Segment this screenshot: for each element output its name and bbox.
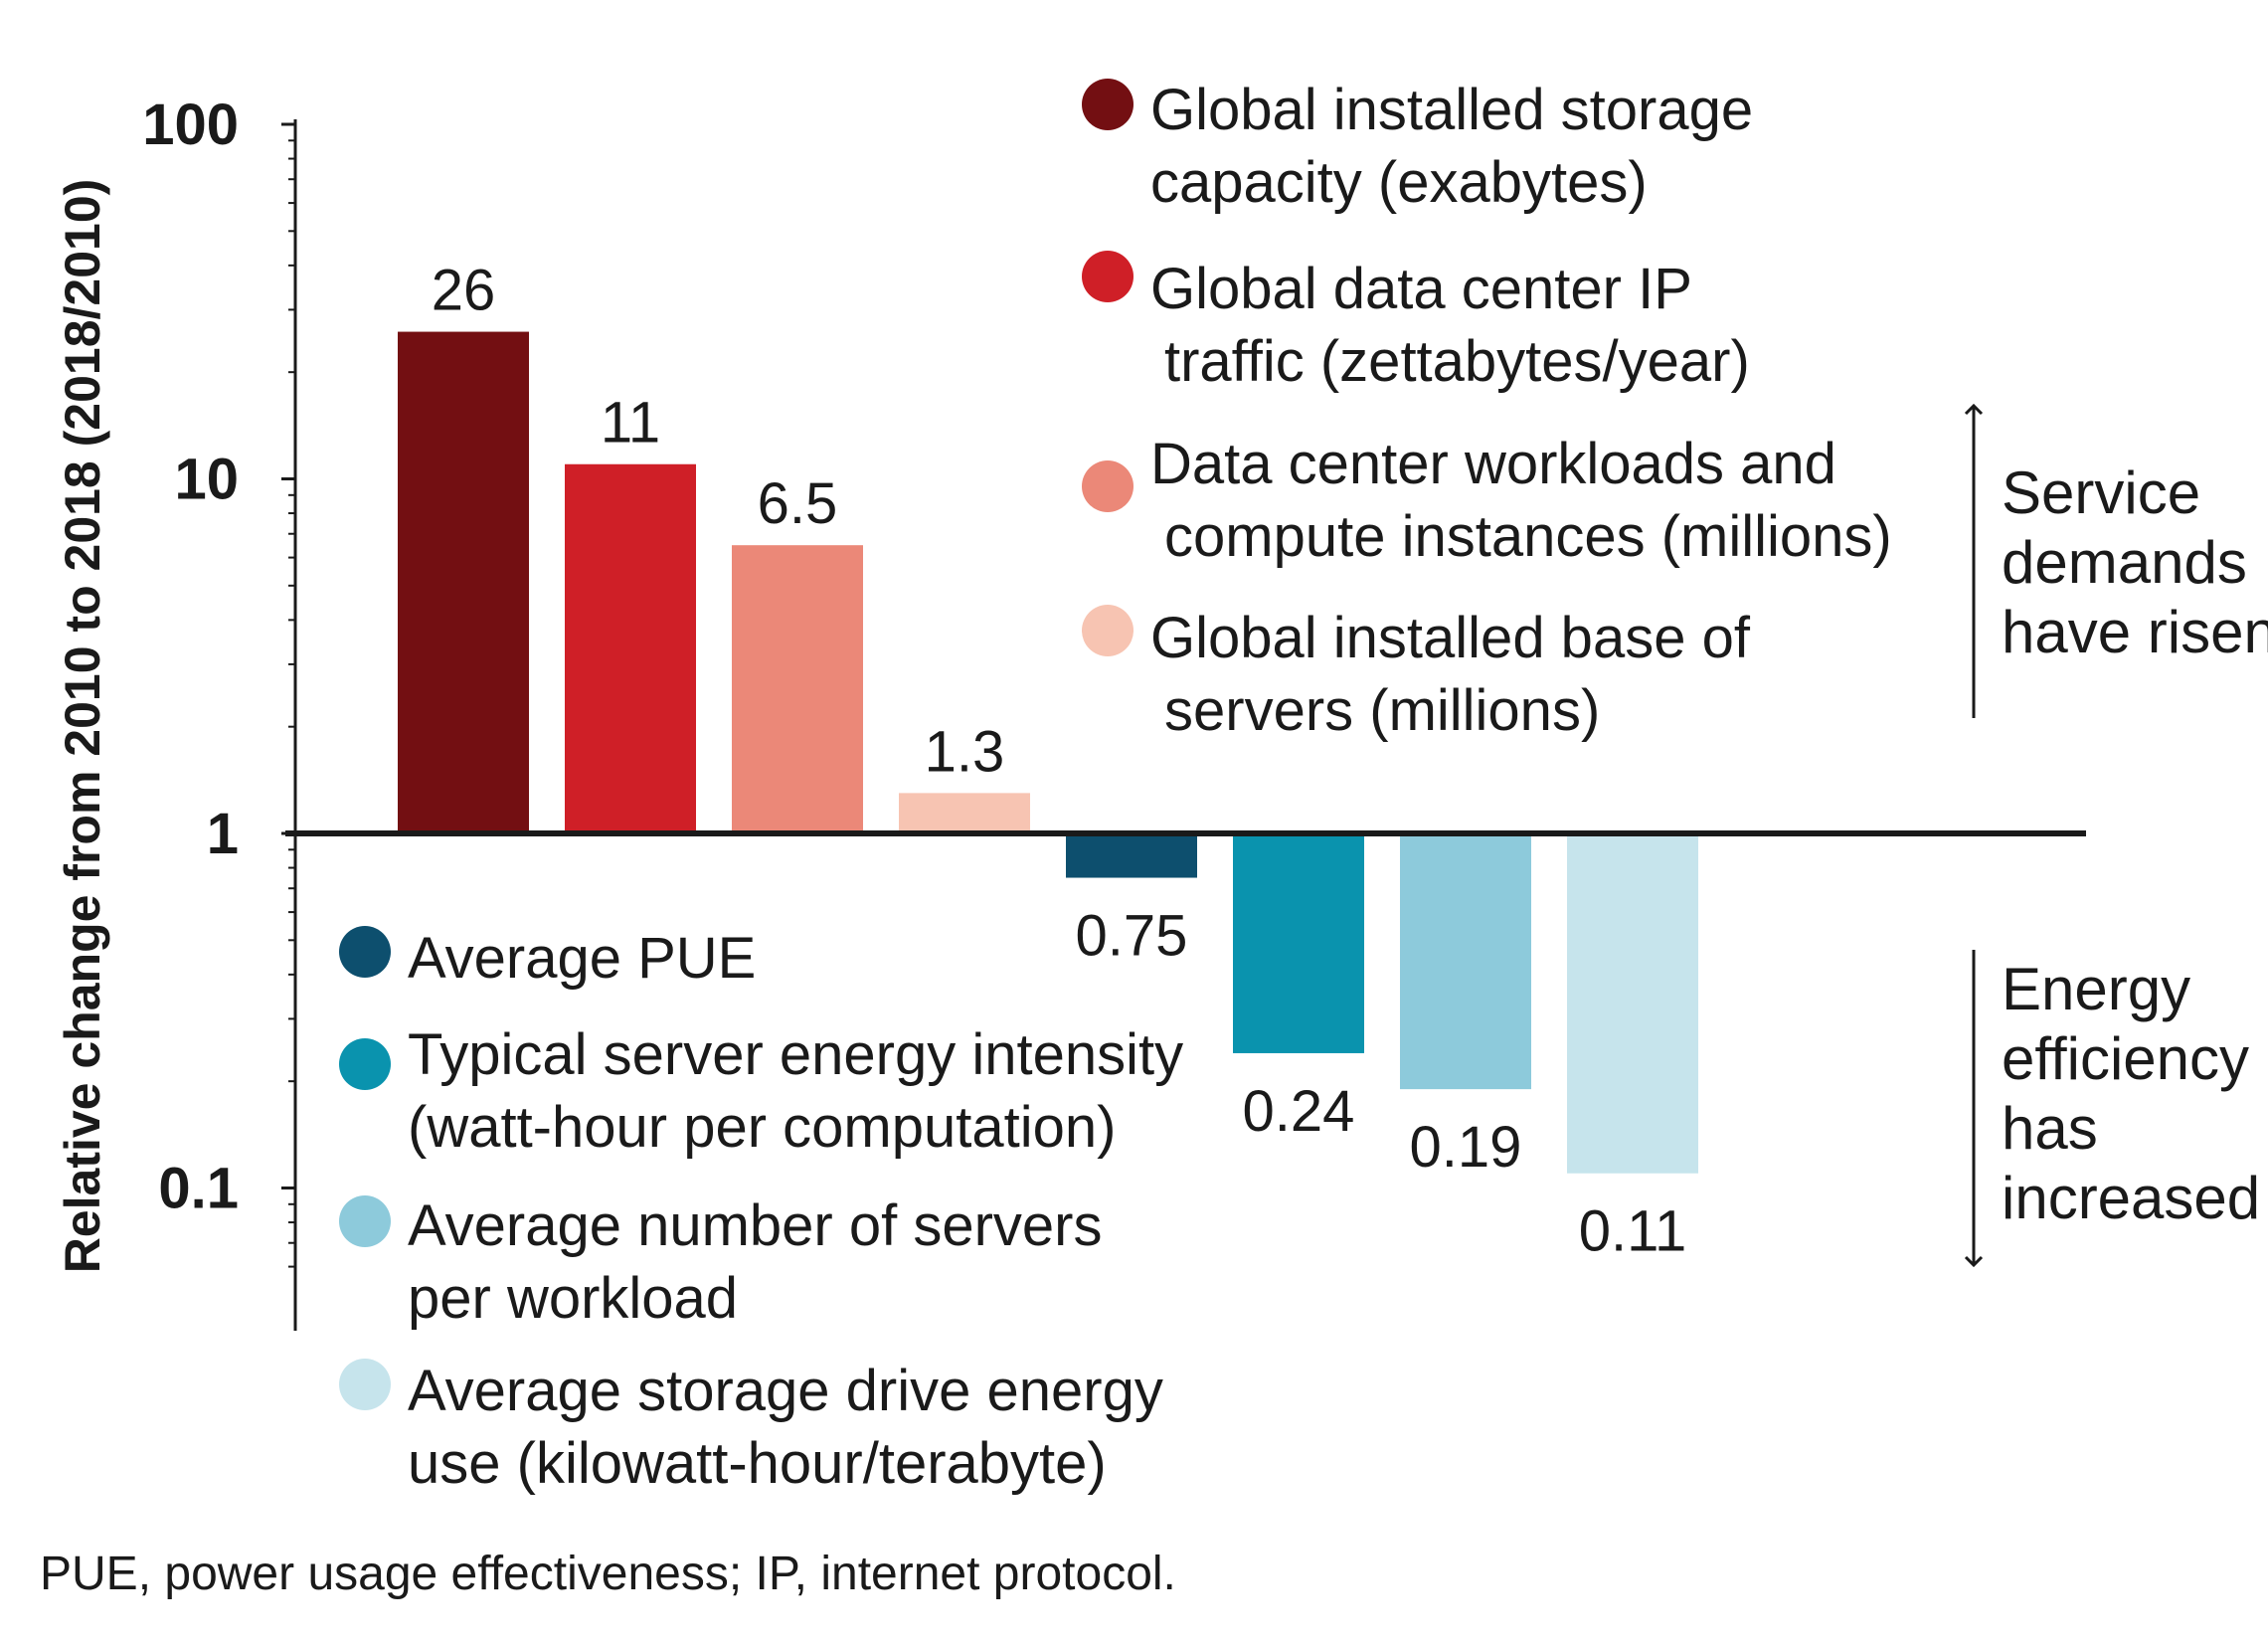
bar-server-energy-intensity xyxy=(1233,833,1364,1053)
legend-label: Global installed base of xyxy=(1150,606,1751,670)
legend-label: Average number of servers xyxy=(408,1193,1103,1258)
legend-swatch xyxy=(1082,460,1134,512)
legend-label: Typical server energy intensity xyxy=(408,1022,1183,1087)
legend-swatch xyxy=(1082,605,1134,656)
y-tick-label: 100 xyxy=(142,92,239,157)
legend-label: servers (millions) xyxy=(1164,678,1600,743)
bar-ip-traffic xyxy=(565,463,696,833)
footnote: PUE, power usage effectiveness; IP, inte… xyxy=(40,1548,1176,1600)
annotation-down-line: efficiency xyxy=(2002,1025,2249,1092)
legend-item-workloads: Data center workloads and compute instanc… xyxy=(1082,432,1892,569)
legend-swatch xyxy=(1082,251,1134,302)
annotation-down-line: Energy xyxy=(2002,956,2190,1022)
bar-label-ip-traffic: 11 xyxy=(601,391,660,456)
annotation-up-line: have risen xyxy=(2002,599,2268,665)
legend-label: Average PUE xyxy=(408,926,756,991)
y-axis-title: Relative change from 2010 to 2018 (2018/… xyxy=(55,179,110,1274)
annotation-down-line: increased xyxy=(2002,1165,2260,1231)
legend-label: (watt-hour per computation) xyxy=(408,1095,1116,1160)
bar-label-workloads: 6.5 xyxy=(758,471,838,536)
bar-label-storage-capacity: 26 xyxy=(432,259,496,323)
legend-item-pue: Average PUE xyxy=(339,926,756,991)
bar-label-servers-per-workload: 0.19 xyxy=(1410,1115,1522,1180)
y-tick-label: 0.1 xyxy=(158,1157,239,1221)
bar-servers-per-workload xyxy=(1400,833,1531,1090)
legend-item-ip-traffic: Global data center IP traffic (zettabytes… xyxy=(1082,251,1750,394)
legend-swatch xyxy=(339,926,391,978)
legend-item-servers-per-workload: Average number of servers per workload xyxy=(339,1193,1103,1331)
bar-workloads xyxy=(732,545,863,833)
legend-label: per workload xyxy=(408,1266,738,1331)
annotation-up-line: Service xyxy=(2002,459,2200,526)
bar-storage-drive-energy xyxy=(1567,833,1698,1174)
y-tick-label: 1 xyxy=(207,802,239,866)
bar-value-labels: 26 11 6.5 1.3 0.75 0.24 0.19 0.11 xyxy=(432,259,1687,1264)
bar-storage-capacity xyxy=(398,331,529,833)
annotation-down-line: has xyxy=(2002,1095,2098,1162)
legend-label: Data center workloads and xyxy=(1150,432,1836,496)
legend-swatch xyxy=(339,1038,391,1090)
bar-servers xyxy=(899,793,1030,833)
legend: Global installed storage capacity (exabyt… xyxy=(339,78,1892,1496)
legend-label: capacity (exabytes) xyxy=(1150,150,1648,215)
legend-label: traffic (zettabytes/year) xyxy=(1164,329,1750,394)
bars xyxy=(398,331,1698,1174)
legend-label: Global data center IP xyxy=(1150,257,1692,321)
legend-swatch xyxy=(1082,79,1134,130)
legend-label: use (kilowatt-hour/terabyte) xyxy=(408,1431,1107,1496)
legend-swatch xyxy=(339,1195,391,1247)
bar-label-storage-drive-energy: 0.11 xyxy=(1579,1199,1687,1264)
y-axis-tick-labels: 100 10 1 0.1 xyxy=(142,92,295,1221)
bar-label-pue: 0.75 xyxy=(1076,904,1188,969)
legend-item-server-energy-intensity: Typical server energy intensity (watt-hou… xyxy=(339,1022,1183,1160)
annotation-up-line: demands xyxy=(2002,529,2247,596)
legend-label: Global installed storage xyxy=(1150,78,1753,142)
legend-label: compute instances (millions) xyxy=(1164,504,1892,569)
legend-item-servers: Global installed base of servers (million… xyxy=(1082,605,1751,743)
bar-pue xyxy=(1066,833,1197,878)
legend-item-storage-drive-energy: Average storage drive energy use (kilowat… xyxy=(339,1359,1163,1496)
legend-swatch xyxy=(339,1359,391,1410)
bar-label-server-energy-intensity: 0.24 xyxy=(1243,1079,1355,1144)
legend-item-storage-capacity: Global installed storage capacity (exabyt… xyxy=(1082,78,1753,215)
bar-label-servers: 1.3 xyxy=(925,719,1005,784)
legend-label: Average storage drive energy xyxy=(408,1359,1163,1423)
y-tick-label: 10 xyxy=(174,448,239,512)
